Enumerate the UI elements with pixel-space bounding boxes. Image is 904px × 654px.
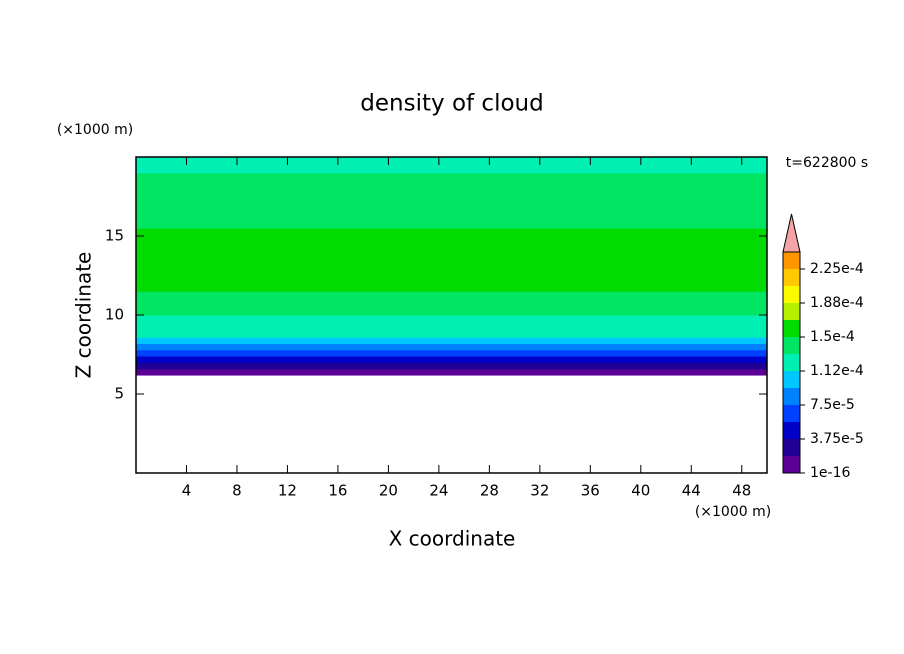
contour-band [136, 157, 767, 166]
colorbar-tick-label: 3.75e-5 [810, 431, 864, 447]
contour-band [136, 283, 767, 292]
x-tick-label: 4 [182, 482, 192, 500]
y-tick-label: 15 [105, 227, 124, 245]
colorbar-tick-label: 1e-16 [810, 465, 850, 481]
contour-band [136, 204, 767, 213]
colorbar-tick-label: 7.5e-5 [810, 397, 855, 413]
contour-band [136, 349, 767, 357]
x-tick-label: 48 [732, 482, 751, 500]
x-tick-label: 16 [328, 482, 347, 500]
chart-title: density of cloud [360, 91, 543, 117]
contour-band [136, 307, 767, 316]
contour-band [136, 275, 767, 284]
contour-band [136, 172, 767, 182]
colorbar-segment [783, 303, 800, 320]
contour-band [136, 164, 767, 174]
x-tick-label: 24 [429, 482, 448, 500]
contour-band [136, 196, 767, 205]
x-tick-label: 36 [581, 482, 600, 500]
colorbar-segment [783, 269, 800, 286]
contour-band [136, 267, 767, 276]
colorbar-segment [783, 388, 800, 405]
contour-band [136, 291, 767, 300]
y-tick-label: 5 [114, 385, 124, 403]
contour-band [136, 322, 767, 332]
y-tick-label: 10 [105, 306, 124, 324]
contour-band [136, 243, 767, 253]
x-tick-label: 40 [631, 482, 650, 500]
x-tick-label: 8 [232, 482, 242, 500]
colorbar-segment [783, 371, 800, 388]
x-unit: (×1000 m) [695, 504, 771, 520]
contour-band [136, 315, 767, 324]
colorbar-tick-label: 1.88e-4 [810, 295, 864, 311]
contour-band [136, 212, 767, 221]
contour-band [136, 188, 767, 197]
contour-band [136, 228, 767, 237]
colorbar-segment [783, 354, 800, 371]
colorbar-segment [783, 252, 800, 269]
colorbar-frame [782, 251, 801, 474]
colorbar-extend [782, 213, 801, 253]
contour-band [136, 220, 767, 229]
contour-band [136, 251, 767, 261]
contour-band [136, 356, 767, 363]
x-tick-label: 12 [278, 482, 297, 500]
colorbar-tick-label: 1.5e-4 [810, 329, 855, 345]
time-label: t=622800 s [786, 155, 868, 171]
contour-band [136, 362, 767, 370]
contour-band [136, 299, 767, 308]
contour-band [136, 236, 767, 245]
colorbar-segment [783, 405, 800, 422]
contour-band [136, 330, 767, 338]
colorbar-segment [783, 320, 800, 337]
contour-band [136, 368, 767, 376]
colorbar-segment [783, 439, 800, 456]
colorbar-segment [783, 286, 800, 303]
colorbar-segment [783, 456, 800, 473]
colorbar-segment [783, 337, 800, 354]
x-tick-label: 44 [682, 482, 701, 500]
colorbar-segment [783, 422, 800, 439]
x-tick-label: 32 [530, 482, 549, 500]
y-unit: (×1000 m) [57, 122, 133, 138]
contour-band [136, 343, 767, 351]
y-axis-label: Z coordinate [72, 252, 96, 379]
colorbar-tick-label: 1.12e-4 [810, 363, 864, 379]
x-tick-label: 28 [480, 482, 499, 500]
x-tick-label: 20 [379, 482, 398, 500]
contour-band [136, 259, 767, 269]
x-axis-label: X coordinate [389, 527, 516, 551]
colorbar-tick-label: 2.25e-4 [810, 261, 864, 277]
contour-band [136, 180, 767, 190]
contour-band [136, 337, 767, 344]
